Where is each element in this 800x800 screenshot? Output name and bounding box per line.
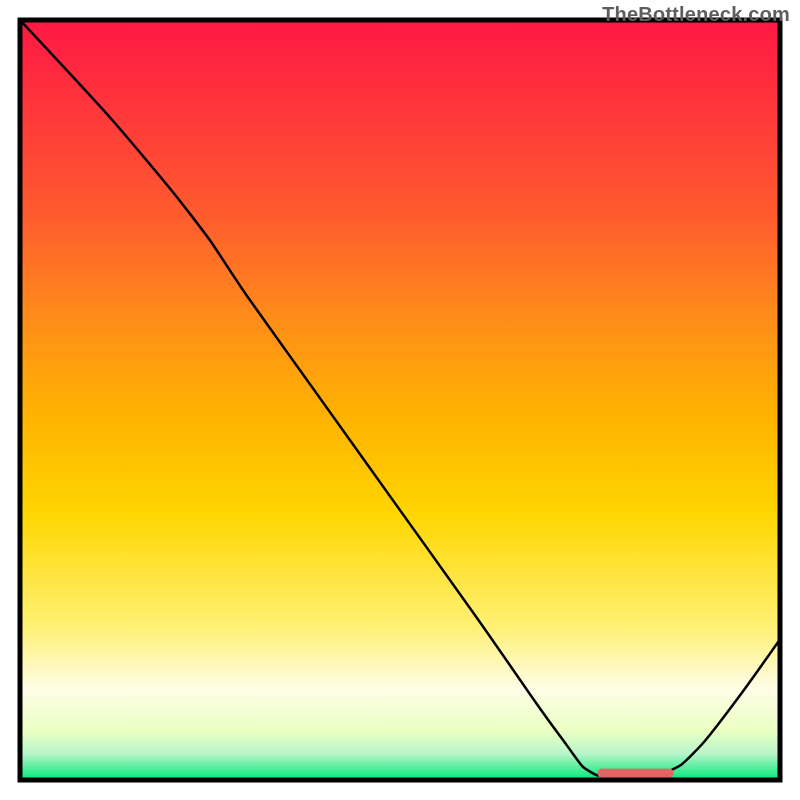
chart-container: TheBottleneck.com xyxy=(0,0,800,800)
bottleneck-chart xyxy=(0,0,800,800)
gradient-background xyxy=(20,20,780,780)
optimal-range-marker xyxy=(598,769,674,778)
watermark-text: TheBottleneck.com xyxy=(602,4,790,27)
